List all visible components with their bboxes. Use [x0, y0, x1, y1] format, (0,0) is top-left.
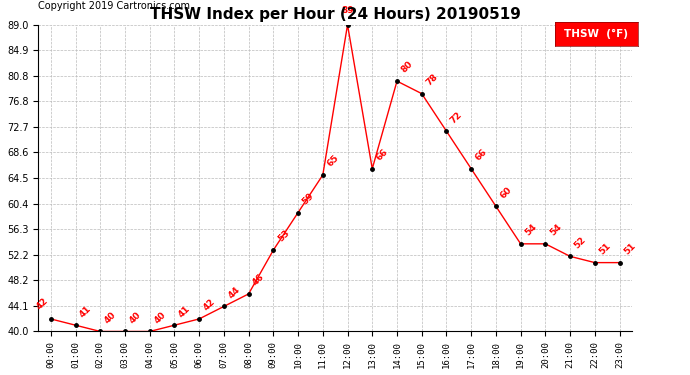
Text: 54: 54 [523, 222, 538, 238]
Text: 40: 40 [152, 310, 168, 325]
Text: 40: 40 [128, 310, 143, 325]
Text: 44: 44 [226, 285, 242, 300]
Text: 66: 66 [473, 147, 489, 162]
Text: 42: 42 [34, 296, 50, 311]
Text: Copyright 2019 Cartronics.com: Copyright 2019 Cartronics.com [39, 1, 190, 11]
Text: 51: 51 [598, 241, 613, 256]
Text: 78: 78 [424, 72, 440, 87]
Text: 54: 54 [548, 222, 563, 238]
Text: THSW  (°F): THSW (°F) [564, 29, 628, 39]
Text: 41: 41 [78, 304, 93, 319]
Text: 60: 60 [498, 185, 513, 200]
Text: 40: 40 [103, 310, 118, 325]
Text: 72: 72 [449, 110, 464, 125]
Text: 66: 66 [375, 147, 390, 162]
Text: 59: 59 [301, 191, 316, 206]
Text: 51: 51 [622, 241, 638, 256]
Text: 65: 65 [325, 153, 340, 169]
Text: 42: 42 [201, 297, 217, 313]
Text: 52: 52 [573, 235, 588, 250]
Text: 41: 41 [177, 304, 193, 319]
Title: THSW Index per Hour (24 Hours) 20190519: THSW Index per Hour (24 Hours) 20190519 [150, 7, 520, 22]
Text: 53: 53 [276, 229, 291, 244]
Text: 80: 80 [400, 60, 415, 75]
Text: 89: 89 [342, 6, 354, 15]
Text: 46: 46 [251, 272, 266, 288]
